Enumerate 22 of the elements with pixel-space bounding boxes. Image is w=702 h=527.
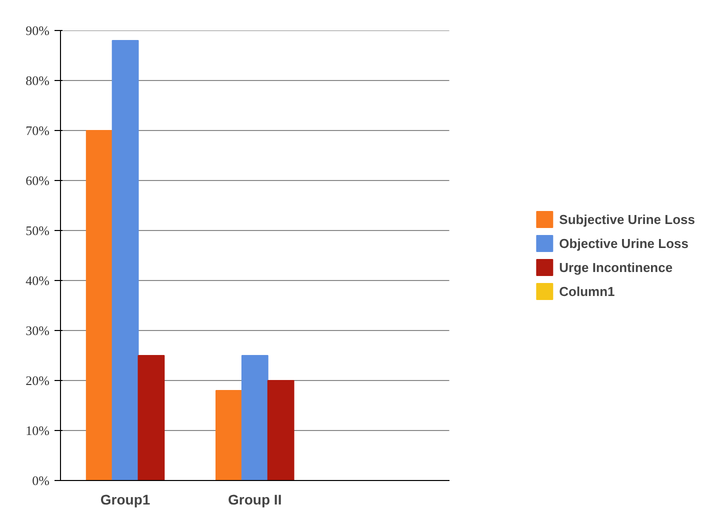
y-tick-label: 10% [26,423,50,438]
bar [216,390,242,480]
legend-label: Urge Incontinence [559,260,673,274]
y-tick-label: 0% [32,473,50,488]
bar [267,380,294,480]
bar [112,40,139,480]
y-tick-label: 30% [26,323,50,338]
y-tick-label: 70% [26,123,50,138]
x-tick-label: Group II [228,492,282,508]
x-tick-label: Group1 [100,492,150,508]
y-tick-label: 20% [26,373,50,388]
y-tick-label: 60% [26,173,50,188]
bar [86,130,113,480]
y-tick-label: 80% [26,73,50,88]
bar [138,355,165,480]
bar [241,355,268,480]
y-tick-label: 90% [26,23,50,38]
legend-label: Objective Urine Loss [559,236,688,250]
y-tick-label: 50% [26,223,50,238]
legend-label: Column1 [559,284,615,298]
y-tick-label: 40% [26,273,50,288]
legend-label: Subjective Urine Loss [559,212,695,226]
